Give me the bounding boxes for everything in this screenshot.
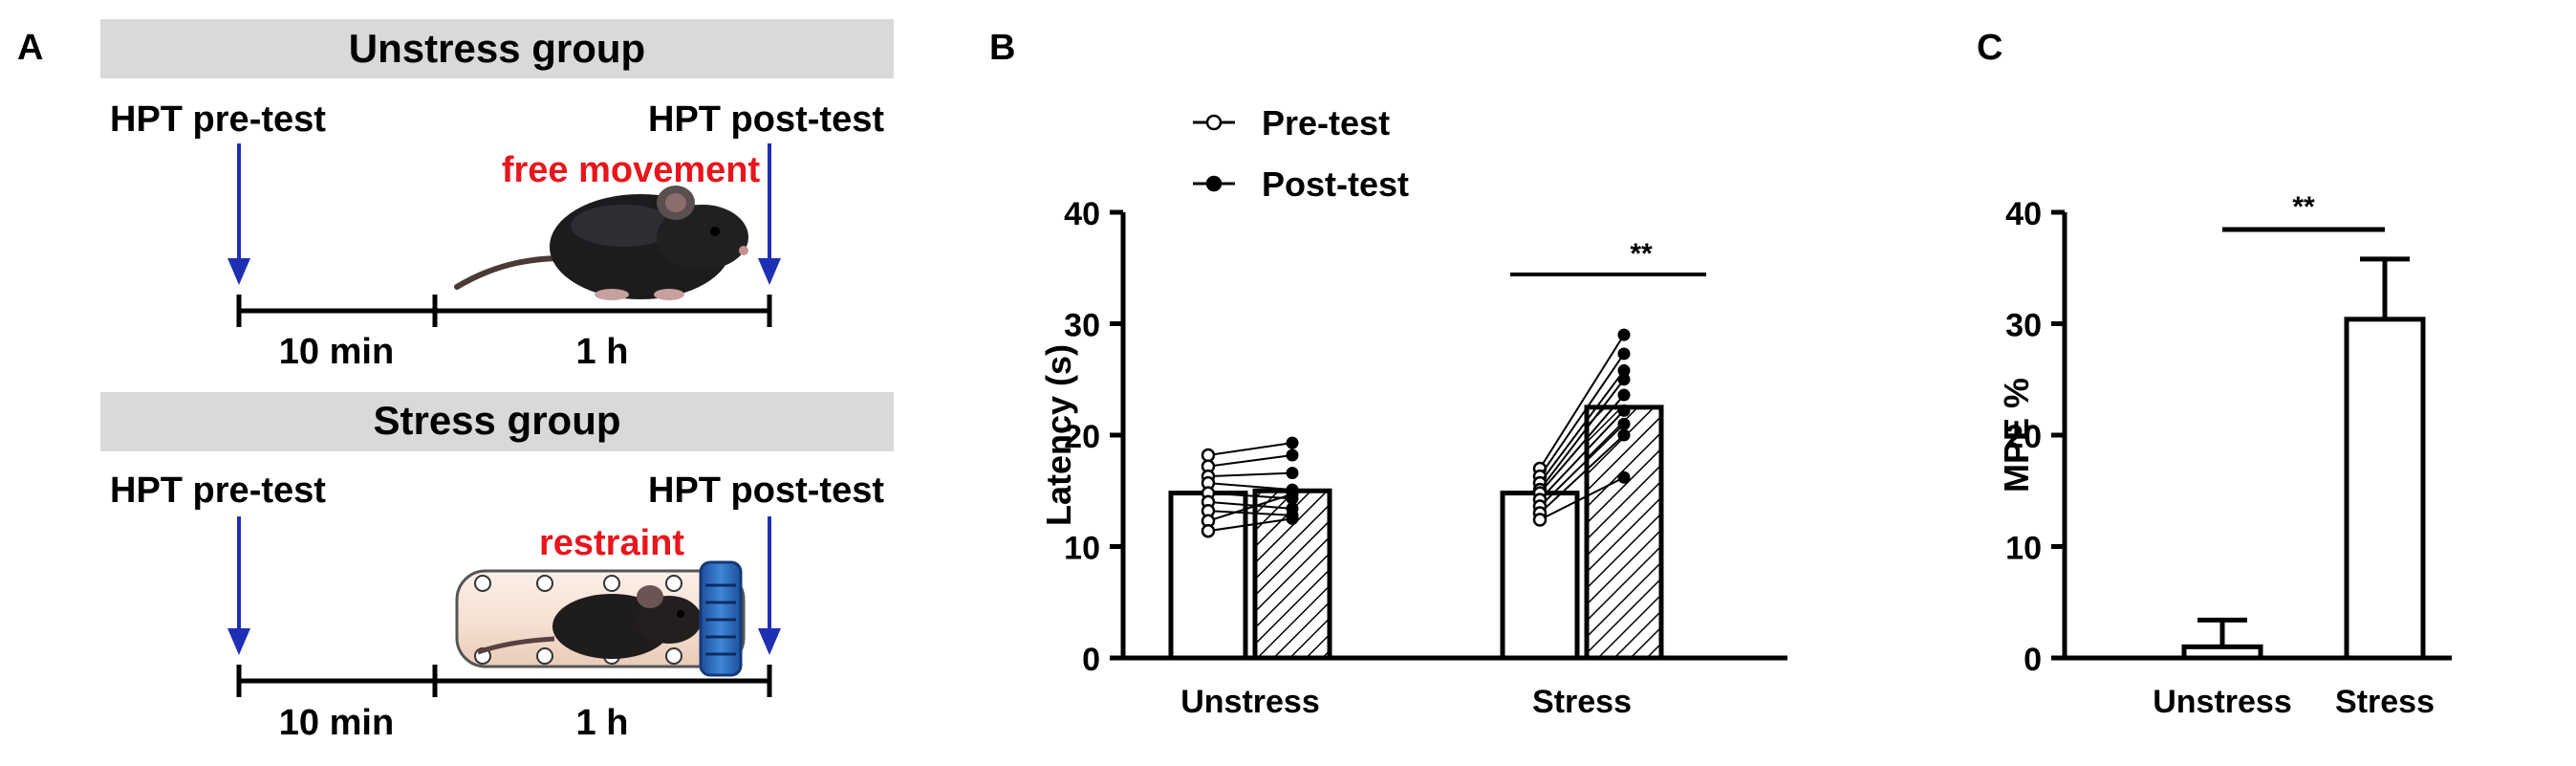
y-tick-label: 30 <box>1064 308 1100 344</box>
post-test-point <box>1617 373 1631 386</box>
paired-line <box>1539 423 1625 508</box>
post-test-point <box>1286 467 1299 480</box>
paired-line <box>1207 453 1293 468</box>
y-axis-label: Latency (s) <box>1039 344 1078 526</box>
pre-test-point <box>1532 513 1548 527</box>
paired-line <box>1207 500 1293 510</box>
latency-chart: 0 10 20 30 40 Latency (s) Unstress Stress ** Pre-… <box>1039 103 1787 720</box>
legend-label-post-test: Post-test <box>1262 164 1409 204</box>
panel-label-b: B <box>989 28 1015 68</box>
paired-line <box>1207 482 1293 492</box>
y-tick-label: 40 <box>1064 196 1100 232</box>
post-test-point <box>1286 488 1299 501</box>
post-test-point <box>1286 436 1299 449</box>
y-tick-label: 0 <box>1082 642 1100 678</box>
panel-label-c: C <box>1977 28 2002 68</box>
post-test-point <box>1617 417 1631 430</box>
y-tick-label: 30 <box>2005 308 2042 344</box>
stress-pre-arrow <box>227 516 250 655</box>
pre-test-point <box>1201 448 1216 463</box>
x-category-label: Unstress <box>1180 684 1320 720</box>
x-category-label: Stress <box>2335 684 2435 720</box>
panel-a: A Unstress group HPT pre-test HPT post-t… <box>17 19 894 743</box>
legend: Pre-test Post-test <box>1193 103 1409 204</box>
post-test-point <box>1617 428 1631 442</box>
mpe-chart: 0 10 20 30 40 MPE % Unstress Stress ** <box>1997 191 2452 720</box>
paired-line <box>1539 394 1625 494</box>
post-test-point <box>1617 388 1631 402</box>
paired-line <box>1539 334 1625 470</box>
paired-line <box>1539 409 1625 501</box>
panel-label-a: A <box>17 28 43 68</box>
y-tick-label: 10 <box>1064 531 1100 567</box>
paired-line <box>1207 517 1293 533</box>
unstress-post-arrow <box>758 143 781 285</box>
stress-timeline <box>236 665 772 697</box>
restraint-tube-illustration <box>455 560 746 677</box>
paired-line <box>1539 476 1625 521</box>
pre-test-point <box>1201 523 1216 538</box>
stress-interval-1h: 1 h <box>576 703 629 743</box>
paired-line <box>1539 434 1625 514</box>
post-test-point <box>1617 363 1631 377</box>
stress-header: Stress group <box>373 398 620 443</box>
stress-group: Stress group HPT pre-test HPT post-test … <box>100 392 894 743</box>
stress-post-arrow <box>758 516 781 655</box>
paired-line <box>1207 442 1293 456</box>
post-test-point <box>1617 404 1631 417</box>
y-tick-label: 0 <box>2024 642 2042 678</box>
restraint-label: restraint <box>539 523 684 563</box>
legend-marker-pre-test <box>1205 114 1223 131</box>
significance-stars: ** <box>2292 191 2315 223</box>
bar-post-test <box>1584 405 1664 661</box>
paired-line <box>1539 369 1625 484</box>
y-tick-label: 10 <box>2005 531 2042 567</box>
unstress-header: Unstress group <box>349 26 645 71</box>
unstress-pre-test-label: HPT pre-test <box>110 99 326 140</box>
free-movement-label: free movement <box>502 150 761 190</box>
panel-c: C 0 10 20 30 40 MPE % Unstress Stress ** <box>1977 28 2452 720</box>
stress-interval-10min: 10 min <box>279 703 394 743</box>
paired-line <box>1539 379 1625 491</box>
paired-line <box>1207 471 1293 478</box>
x-category-label: Unstress <box>2153 684 2292 720</box>
post-test-point <box>1617 328 1631 341</box>
y-tick-label: 20 <box>1064 419 1100 455</box>
post-test-point <box>1617 347 1631 361</box>
stress-pre-test-label: HPT pre-test <box>110 471 326 511</box>
y-axis-label: MPE % <box>1997 378 2036 492</box>
stress-header-bg <box>100 392 894 451</box>
stress-post-test-label: HPT post-test <box>648 471 884 511</box>
post-test-point <box>1617 471 1631 484</box>
unstress-group: Unstress group HPT pre-test HPT post-tes… <box>100 19 894 372</box>
bar-mpe <box>2344 317 2426 661</box>
significance-stars: ** <box>1630 238 1653 270</box>
paired-line <box>1207 510 1293 516</box>
post-test-point <box>1286 512 1299 525</box>
paired-line <box>1207 492 1293 522</box>
mouse-illustration <box>454 186 748 300</box>
unstress-timeline <box>236 295 772 327</box>
paired-line <box>1539 353 1625 477</box>
post-test-point <box>1286 449 1299 462</box>
unstress-interval-10min: 10 min <box>279 332 394 372</box>
unstress-pre-arrow <box>227 143 250 285</box>
unstress-post-test-label: HPT post-test <box>648 99 884 140</box>
unstress-interval-1h: 1 h <box>576 332 629 372</box>
y-tick-label: 20 <box>2005 419 2042 455</box>
legend-marker-post-test <box>1205 175 1223 192</box>
y-tick-label: 40 <box>2005 196 2042 232</box>
x-category-label: Stress <box>1532 684 1632 720</box>
legend-label-pre-test: Pre-test <box>1262 103 1390 142</box>
panel-b: B 0 10 20 30 40 Latency (s) Unstress Stress ** Pr… <box>989 28 1787 720</box>
unstress-header-bg <box>100 19 894 78</box>
